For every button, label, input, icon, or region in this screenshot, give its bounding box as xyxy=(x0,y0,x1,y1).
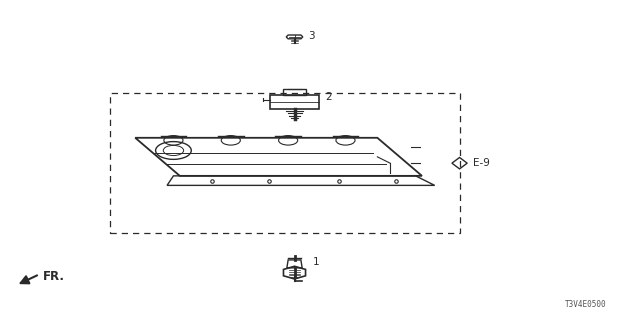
Text: FR.: FR. xyxy=(43,270,65,283)
Text: 2: 2 xyxy=(325,92,332,101)
Text: T3V4E0500: T3V4E0500 xyxy=(565,300,607,309)
Text: 3: 3 xyxy=(308,31,315,41)
Text: 1: 1 xyxy=(312,257,319,267)
Text: E-9: E-9 xyxy=(473,158,490,168)
